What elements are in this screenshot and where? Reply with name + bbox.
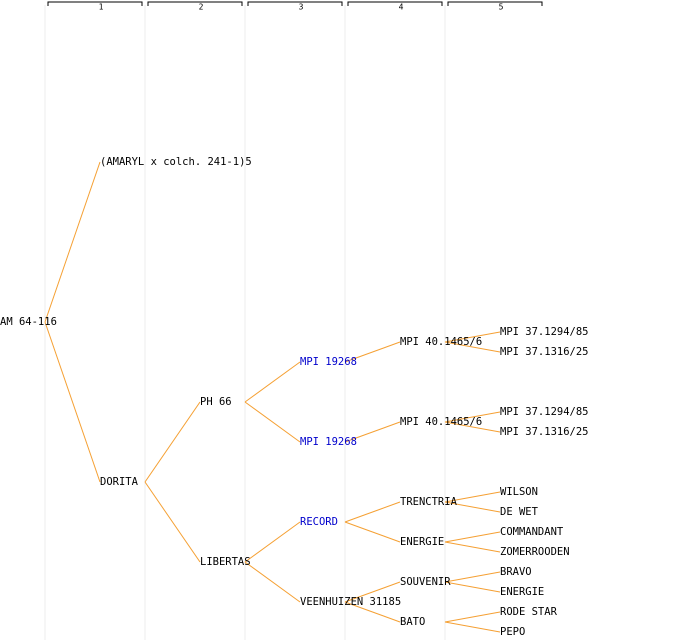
pedigree-edge (344, 521, 401, 543)
pedigree-edge (444, 571, 501, 583)
node-label: ENERGIE (500, 586, 544, 598)
node-label: MPI 37.1294/85 (500, 326, 589, 338)
node-label[interactable]: MPI 19268 (300, 436, 357, 448)
node-label: SOUVENIR (400, 576, 451, 588)
node-label: BRAVO (500, 566, 532, 578)
node-label[interactable]: RECORD (300, 516, 338, 528)
pedigree-edge (244, 401, 301, 443)
pedigree-edge (244, 361, 301, 403)
pedigree-edge (144, 481, 201, 563)
pedigree-edge (444, 341, 501, 353)
pedigree-edge (444, 621, 501, 633)
node-label: ENERGIE (400, 536, 444, 548)
node-label: PEPO (500, 626, 525, 638)
pedigree-edge (144, 401, 201, 483)
column-header: 2 (199, 3, 204, 12)
pedigree-edge (344, 581, 401, 603)
node-label: MPI 40.1465/6 (400, 336, 482, 348)
node-label: BATO (400, 616, 425, 628)
pedigree-edge (444, 421, 501, 433)
pedigree-edge (244, 561, 301, 603)
node-label: PH 66 (200, 396, 232, 408)
pedigree-edge (444, 611, 501, 623)
node-label: DE WET (500, 506, 539, 518)
pedigree-edge (344, 421, 401, 443)
pedigree-edge (344, 501, 401, 523)
node-label: MPI 37.1316/25 (500, 346, 589, 358)
pedigree-edge (444, 531, 501, 543)
column-bracket (347, 1, 443, 6)
node-label: (AMARYL x colch. 241-1)5 (100, 156, 252, 168)
column-bracket (447, 1, 543, 6)
pedigree-edge (444, 501, 501, 513)
pedigree-edge (444, 581, 501, 593)
node-label: RODE STAR (500, 606, 558, 618)
pedigree-edge (244, 521, 301, 563)
column-bracket (47, 1, 143, 6)
pedigree-edge (344, 601, 401, 623)
node-label: TRENCTRIA (400, 496, 458, 508)
column-header: 3 (299, 3, 304, 12)
pedigree-edge (44, 321, 101, 483)
node-label: WILSON (500, 486, 538, 498)
node-label: VEENHUIZEN 31185 (300, 596, 401, 608)
column-bracket (247, 1, 343, 6)
node-label: AM 64-116 (0, 316, 57, 328)
node-label: COMMANDANT (500, 526, 564, 538)
node-label: ZOMERROODEN (500, 546, 570, 558)
node-label[interactable]: MPI 19268 (300, 356, 357, 368)
node-label: MPI 37.1316/25 (500, 426, 589, 438)
node-label: MPI 37.1294/85 (500, 406, 589, 418)
column-header: 1 (99, 3, 104, 12)
node-label: MPI 40.1465/6 (400, 416, 482, 428)
node-label: LIBERTAS (200, 556, 251, 568)
pedigree-edge (344, 341, 401, 363)
pedigree-edge (44, 161, 101, 323)
pedigree-edge (444, 491, 501, 503)
column-header: 5 (499, 3, 504, 12)
column-header: 4 (399, 3, 404, 12)
node-label: DORITA (100, 476, 139, 488)
pedigree-edge (444, 411, 501, 423)
pedigree-edge (444, 331, 501, 343)
column-bracket (147, 1, 243, 6)
pedigree-edge (444, 541, 501, 553)
